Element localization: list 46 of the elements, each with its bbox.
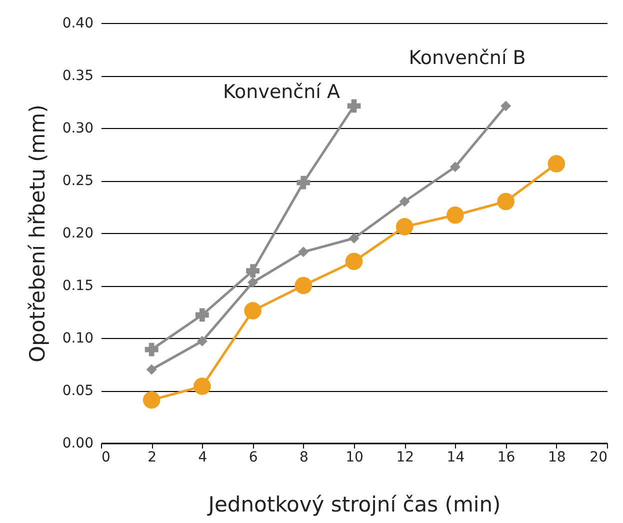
x-tick-label: 20 (590, 450, 608, 466)
y-tick-label: 0.15 (62, 278, 94, 294)
point (296, 176, 310, 190)
y-tick-label: 0.25 (62, 173, 94, 189)
point (195, 308, 209, 322)
x-tick-label: 6 (248, 450, 258, 466)
x-tick-label: 18 (548, 450, 566, 466)
x-axis-title: Jednotkový strojní čas (min) (206, 492, 501, 516)
point (497, 192, 514, 210)
point (146, 364, 157, 375)
point (345, 252, 363, 270)
y-tick-label: 0.10 (62, 330, 94, 346)
x-tick-label: 4 (198, 450, 208, 466)
x-tick-label: 0 (102, 450, 110, 466)
x-tick-label: 10 (346, 450, 364, 466)
point (248, 277, 258, 288)
y-tick-label: 0.20 (62, 226, 94, 242)
x-tick-label: 16 (497, 450, 516, 466)
y-tick-label: 0.00 (62, 436, 94, 452)
series-label: Konvenční B (408, 46, 526, 69)
point (294, 276, 312, 294)
y-tick-label: 0.40 (62, 16, 94, 32)
point (244, 302, 262, 320)
y-axis-title: Opotřebení hřbetu (mm) (25, 104, 50, 362)
x-tick-label: 8 (299, 450, 308, 466)
point (246, 264, 260, 278)
point (194, 378, 211, 395)
y-tick-label: 0.30 (62, 120, 94, 136)
point (548, 155, 566, 172)
point (142, 391, 160, 409)
point (348, 233, 360, 244)
x-tick-label: 12 (396, 450, 414, 466)
point (396, 218, 414, 236)
point (298, 246, 309, 258)
x-tick-label: 2 (148, 450, 157, 466)
point (144, 342, 158, 356)
point (196, 336, 208, 346)
point (347, 99, 361, 113)
point (399, 196, 410, 207)
point (500, 100, 512, 112)
point (450, 162, 460, 172)
x-tick-label: 14 (446, 450, 465, 466)
y-tick-label: 0.35 (62, 68, 94, 84)
series-label: Konvenční A (223, 80, 340, 103)
point (446, 206, 464, 224)
y-tick-label: 0.05 (62, 383, 94, 399)
